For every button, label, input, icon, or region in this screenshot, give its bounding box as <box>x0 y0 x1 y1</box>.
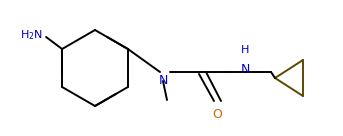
Text: H: H <box>241 45 249 55</box>
Text: O: O <box>212 108 222 121</box>
Text: H$_2$N: H$_2$N <box>20 28 43 42</box>
Text: N: N <box>158 74 168 87</box>
Text: N: N <box>240 63 250 76</box>
